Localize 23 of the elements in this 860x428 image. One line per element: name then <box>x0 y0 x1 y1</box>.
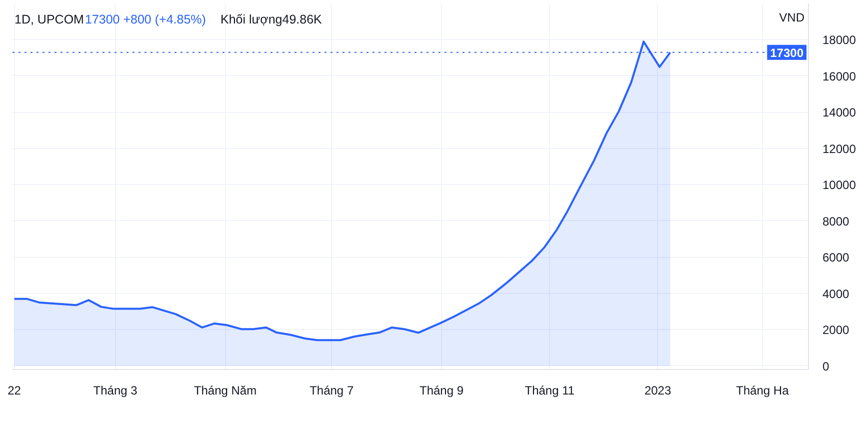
x-tick-label: Tháng 3 <box>93 384 138 398</box>
y-tick-label: 2000 <box>822 323 850 338</box>
y-tick-label: 10000 <box>822 178 856 192</box>
y-tick-label: 8000 <box>822 214 850 228</box>
x-tick-label: 22 <box>8 384 22 398</box>
y-axis-title: VND <box>779 10 805 24</box>
y-tick-label: 12000 <box>822 142 856 156</box>
x-tick-label: Tháng Ha <box>736 384 790 398</box>
text: 1D, UPCOM <box>14 12 84 26</box>
ref-line-label: 17300 <box>770 46 804 60</box>
y-tick-label: 14000 <box>822 106 856 120</box>
x-tick-label: 2023 <box>644 384 672 398</box>
y-tick-label: 16000 <box>822 69 856 84</box>
y-tick-label: 0 <box>822 359 830 374</box>
x-tick-label: Tháng 11 <box>524 384 575 398</box>
annotation: Khối lượng49.86K <box>220 12 323 26</box>
x-tick-label: Tháng 7 <box>310 384 354 398</box>
x-tick-label: Tháng 9 <box>420 384 464 398</box>
y-tick-label: 18000 <box>822 33 856 48</box>
annotation: 17300 +800 (+4.85%) <box>85 12 206 26</box>
y-tick-label: 4000 <box>822 286 850 301</box>
x-tick-label: Tháng Năm <box>194 384 257 398</box>
y-tick-label: 6000 <box>822 250 850 265</box>
